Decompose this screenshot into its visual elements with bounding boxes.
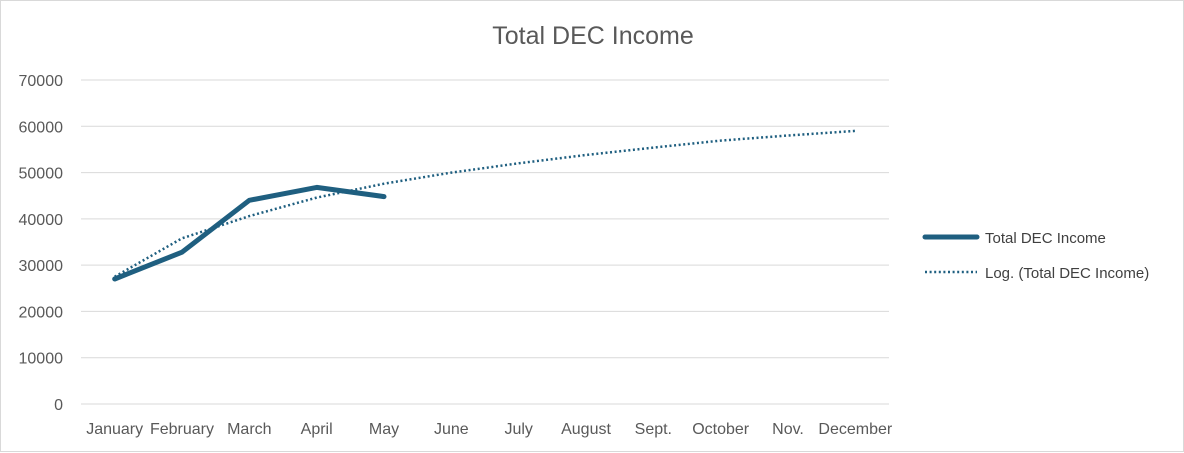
total-dec-income-series-line <box>112 184 387 282</box>
y-tick-label: 60000 <box>19 119 64 136</box>
x-tick-label: December <box>818 421 892 438</box>
series-lines <box>112 129 856 282</box>
x-tick-label: March <box>227 421 271 438</box>
trendline-series-line <box>114 129 856 278</box>
legend-label: Total DEC Income <box>985 230 1106 247</box>
x-tick-label: Sept. <box>635 421 672 438</box>
y-tick-label: 70000 <box>19 73 64 90</box>
legend-label: Log. (Total DEC Income) <box>985 265 1149 282</box>
y-tick-label: 50000 <box>19 166 64 183</box>
x-tick-label: August <box>561 421 611 438</box>
x-tick-label: July <box>504 421 532 438</box>
y-tick-label: 40000 <box>19 212 64 229</box>
y-tick-label: 10000 <box>19 351 64 368</box>
y-axis-tick-labels: 0 10000 20000 30000 40000 50000 60000 70000 <box>19 73 64 414</box>
x-tick-label: February <box>150 421 214 438</box>
y-tick-label: 20000 <box>19 304 64 321</box>
x-tick-label: May <box>369 421 399 438</box>
chart-title: Total DEC Income <box>492 22 693 50</box>
x-tick-label: October <box>692 421 750 438</box>
legend: Total DEC Income Log. (Total DEC Income) <box>922 230 1149 282</box>
x-tick-label: Nov. <box>772 421 804 438</box>
gridlines <box>81 79 889 405</box>
y-tick-label: 30000 <box>19 258 64 275</box>
x-tick-label: January <box>86 421 143 438</box>
x-tick-label: June <box>434 421 469 438</box>
x-axis-tick-labels: January February March April May June July Augu… <box>86 421 893 438</box>
x-tick-label: April <box>301 421 333 438</box>
y-tick-label: 0 <box>54 397 63 414</box>
